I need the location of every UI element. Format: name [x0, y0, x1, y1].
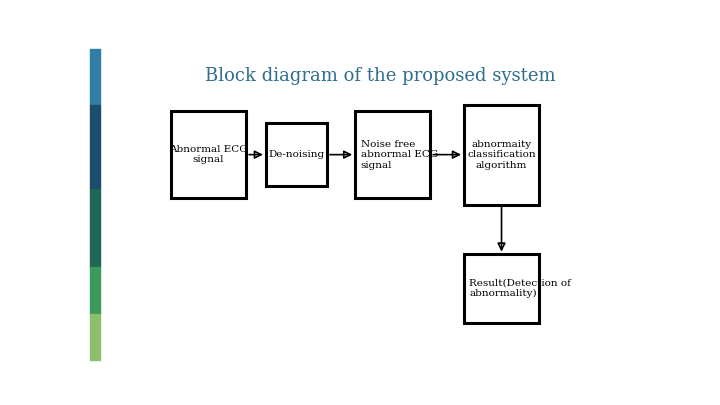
Bar	[266, 124, 327, 186]
Bar	[464, 105, 539, 205]
Bar	[90, 189, 100, 267]
Bar	[464, 254, 539, 323]
Bar	[90, 267, 100, 314]
Bar	[90, 49, 100, 105]
Text: De-noising: De-noising	[269, 150, 325, 159]
Text: Block diagram of the proposed system: Block diagram of the proposed system	[205, 67, 555, 85]
Text: Noise free
abnormal ECG
signal: Noise free abnormal ECG signal	[361, 140, 438, 170]
Bar	[90, 314, 100, 360]
Text: Abnormal ECG
signal: Abnormal ECG signal	[169, 145, 248, 164]
Text: abnormaity
classification
algorithm: abnormaity classification algorithm	[467, 140, 536, 170]
Bar	[355, 111, 431, 198]
Text: Result(Detection of
abnormality): Result(Detection of abnormality)	[469, 279, 571, 298]
Bar	[90, 105, 100, 189]
Bar	[171, 111, 246, 198]
